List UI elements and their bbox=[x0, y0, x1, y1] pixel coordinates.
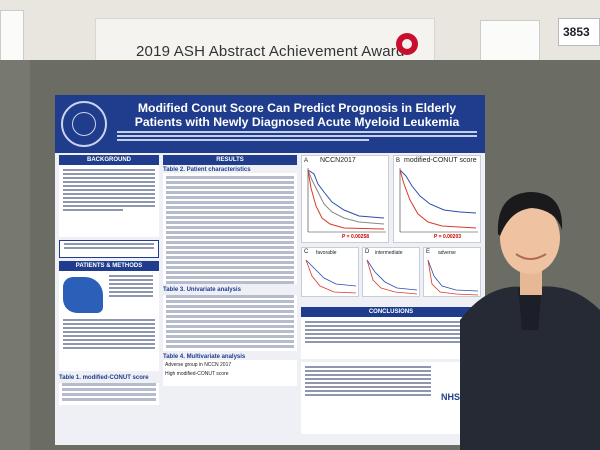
ash-logo-icon bbox=[396, 33, 418, 55]
km-curve-b bbox=[399, 168, 478, 233]
table3-title: Table 3. Univariate analysis bbox=[163, 287, 241, 293]
aim-box bbox=[59, 240, 159, 258]
presenter-person bbox=[460, 192, 600, 450]
km-curve-d bbox=[366, 259, 418, 295]
table4: Adverse group in NCCN 2017 High modified… bbox=[163, 360, 297, 386]
km-left-pvalue: P = 0.00258 bbox=[342, 234, 370, 240]
km-panel-e-letter: E bbox=[426, 249, 431, 255]
award-banner: 2019 ASH Abstract Achievement Award bbox=[95, 18, 435, 68]
conclusions-text bbox=[301, 317, 481, 359]
km-panel-a: NCCN2017 A P = 0.00258 bbox=[301, 155, 389, 243]
research-poster: Modified Conut Score Can Predict Prognos… bbox=[55, 95, 485, 445]
table4-title: Table 4. Multivariate analysis bbox=[163, 354, 246, 360]
km-panel-a-letter: A bbox=[304, 158, 309, 164]
km-panel-b-letter: B bbox=[396, 158, 401, 164]
conclusions-heading: CONCLUSIONS bbox=[301, 307, 481, 317]
nhsg-logo: NHSG bbox=[441, 392, 468, 402]
table2 bbox=[163, 173, 297, 284]
patients-methods-heading: PATIENTS & METHODS bbox=[59, 261, 159, 271]
survival-curves-area: NCCN2017 A P = 0.00258 modified-CONUT sc… bbox=[301, 155, 481, 305]
results-heading: RESULTS bbox=[163, 155, 297, 165]
km-panel-b: modified-CONUT score B P = 0.00203 bbox=[393, 155, 481, 243]
km-panel-d: D intermediate bbox=[362, 247, 420, 297]
award-banner-text: 2019 ASH Abstract Achievement Award bbox=[136, 43, 405, 60]
poster-header: Modified Conut Score Can Predict Prognos… bbox=[55, 95, 485, 153]
poster-title: Modified Conut Score Can Predict Prognos… bbox=[134, 101, 460, 129]
patients-methods-body bbox=[59, 271, 159, 371]
km-panel-c-label: favorable bbox=[316, 250, 337, 256]
km-curve-a bbox=[307, 168, 386, 233]
km-panel-d-label: intermediate bbox=[375, 250, 403, 256]
km-curve-c bbox=[305, 259, 357, 294]
km-panel-e: E adverse bbox=[423, 247, 481, 297]
conclusions-block: CONCLUSIONS NHSG bbox=[301, 307, 481, 441]
km-right-title: modified-CONUT score bbox=[404, 157, 477, 164]
board-number-sign: 3853 bbox=[558, 18, 600, 46]
left-column: BACKGROUND PATIENTS & METHODS Table 1. m… bbox=[59, 155, 159, 441]
seal-inner-ring bbox=[72, 112, 96, 136]
km-left-title: NCCN2017 bbox=[320, 157, 356, 164]
table3 bbox=[163, 295, 297, 351]
km-curve-e bbox=[427, 259, 479, 296]
km-panel-c: C favorable bbox=[301, 247, 359, 297]
left-poster-card bbox=[0, 10, 24, 65]
background-heading: BACKGROUND bbox=[59, 155, 159, 165]
km-panel-e-label: adverse bbox=[438, 250, 456, 256]
multivariate-row-1: Adverse group in NCCN 2017 bbox=[165, 362, 232, 368]
middle-column: RESULTS Table 2. Patient characteristics… bbox=[163, 155, 297, 441]
methods-text-side bbox=[105, 273, 157, 299]
author-list bbox=[117, 131, 477, 149]
background-text bbox=[59, 165, 159, 237]
board-number: 3853 bbox=[563, 25, 590, 39]
table1-title: Table 1. modified-CONUT score bbox=[59, 375, 149, 381]
references-block: NHSG bbox=[301, 362, 481, 434]
km-right-pvalue: P = 0.00203 bbox=[434, 234, 462, 240]
km-panel-d-letter: D bbox=[365, 249, 370, 255]
methods-text bbox=[59, 317, 159, 351]
multivariate-row-2: High modified-CONUT score bbox=[165, 371, 229, 377]
table1 bbox=[59, 383, 159, 405]
hokkaido-map-icon bbox=[63, 277, 103, 313]
table2-title: Table 2. Patient characteristics bbox=[163, 167, 251, 173]
km-panel-c-letter: C bbox=[304, 249, 309, 255]
poster-board-edge bbox=[0, 60, 30, 450]
university-seal-icon bbox=[61, 101, 107, 147]
